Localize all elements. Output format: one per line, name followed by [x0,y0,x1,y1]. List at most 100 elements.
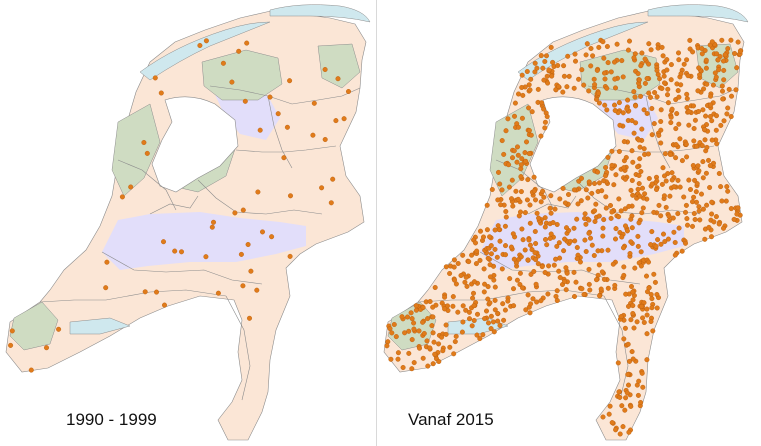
observation-dot [594,67,600,73]
observation-dot [683,141,689,147]
observation-dot [726,86,732,92]
observation-dot [690,49,696,55]
observation-dot [657,76,663,82]
observation-dot [639,126,645,132]
observation-dot [470,290,476,296]
observation-dot [699,46,705,52]
observation-dot [455,261,461,267]
observation-dot [648,47,654,53]
observation-dot [629,349,635,355]
observation-dot [546,67,552,73]
observation-dot [586,217,592,223]
observation-dot [649,105,655,111]
observation-dot [592,82,598,88]
observation-dot [644,110,650,116]
observation-dot [652,89,658,95]
observation-dot [571,225,577,231]
observation-dot [488,313,494,319]
observation-dot [533,240,539,246]
observation-dot [691,138,697,144]
observation-dot [725,46,731,52]
observation-dot [702,137,708,143]
observation-dot [519,72,525,78]
observation-dot [610,261,616,267]
observation-dot [603,164,609,170]
observation-dot [472,240,478,246]
observation-dot [539,264,545,270]
observation-dot [562,236,568,242]
observation-dot [385,339,391,345]
observation-dot [656,202,662,208]
observation-dot [625,382,631,388]
observation-dot [141,139,147,145]
observation-dot [635,71,641,77]
observation-dot [692,117,698,123]
observation-dot [617,431,623,437]
observation-dot [658,213,664,219]
observation-dot [631,325,637,331]
observation-dot [518,254,524,260]
observation-dot [637,156,643,162]
observation-dot [487,300,493,306]
observation-dot [630,303,636,309]
observation-dot [565,53,571,59]
observation-dot [491,329,497,335]
observation-dot [590,53,596,59]
observation-dot [637,144,643,150]
observation-dot [635,392,641,398]
observation-dot [681,194,687,200]
observation-dot [511,303,517,309]
observation-dot [613,427,619,433]
observation-dot [489,186,495,192]
observation-dot [616,214,622,220]
observation-dot [675,177,681,183]
observation-dot [639,210,645,216]
observation-dot [605,247,611,253]
observation-dot [517,270,523,276]
observation-dot [611,182,617,188]
observation-dot [653,243,659,249]
observation-dot [424,338,430,344]
observation-dot [429,323,435,329]
observation-dot [676,50,682,56]
observation-dot [495,311,501,317]
observation-dot [625,341,631,347]
observation-dot [694,181,700,187]
observation-dot [500,301,506,307]
observation-dot [442,294,448,300]
observation-dot [395,350,401,356]
observation-dot [284,124,290,130]
observation-dot [388,356,394,362]
observation-dot [471,279,477,285]
observation-dot [473,261,479,267]
observation-dot [669,106,675,112]
observation-dot [623,395,629,401]
observation-dot [671,184,677,190]
province-border [645,95,671,169]
observation-dot [649,229,655,235]
observation-dot [620,110,626,116]
observation-dot [627,250,633,256]
observation-dot [477,336,483,342]
observation-dot [700,206,706,212]
observation-dot [530,296,536,302]
observation-dot [581,292,587,298]
observation-dot [709,137,715,143]
observation-dot [56,326,62,332]
observation-dot [678,71,684,77]
observation-dot [609,148,615,154]
observation-dot [527,87,533,93]
observation-dot [561,63,567,69]
observation-dot [474,332,480,338]
observation-dot [574,256,580,262]
observation-dot [510,203,516,209]
observation-dot [699,191,705,197]
observation-dot [451,257,457,263]
observation-dot [526,82,532,88]
observation-dot [709,118,715,124]
observation-dot [459,329,465,335]
observation-dot [608,215,614,221]
observation-dot [592,208,598,214]
observation-dot [620,74,626,80]
observation-dot [451,264,457,270]
